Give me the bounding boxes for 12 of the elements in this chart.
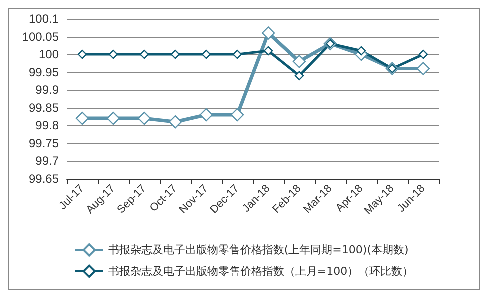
y-tick-label: 99.7 [36, 154, 60, 168]
y-tick-label: 99.95 [28, 65, 60, 80]
y-tick-label: 99.85 [28, 100, 60, 115]
legend-label: 书报杂志及电子出版物零售价格指数(上年同期=100)(本期数) [108, 244, 409, 257]
y-tick-label: 99.75 [28, 136, 60, 150]
y-tick-label: 99.8 [36, 118, 60, 133]
y-tick-label: 99.65 [28, 172, 60, 186]
y-tick-label: 100.1 [28, 12, 60, 26]
legend-label: 书报杂志及电子出版物零售价格指数（上月=100）（环比数） [108, 264, 414, 278]
y-tick-label: 100.05 [22, 30, 60, 44]
y-tick-label: 99.9 [36, 83, 60, 98]
y-tick-label: 100 [38, 48, 60, 62]
